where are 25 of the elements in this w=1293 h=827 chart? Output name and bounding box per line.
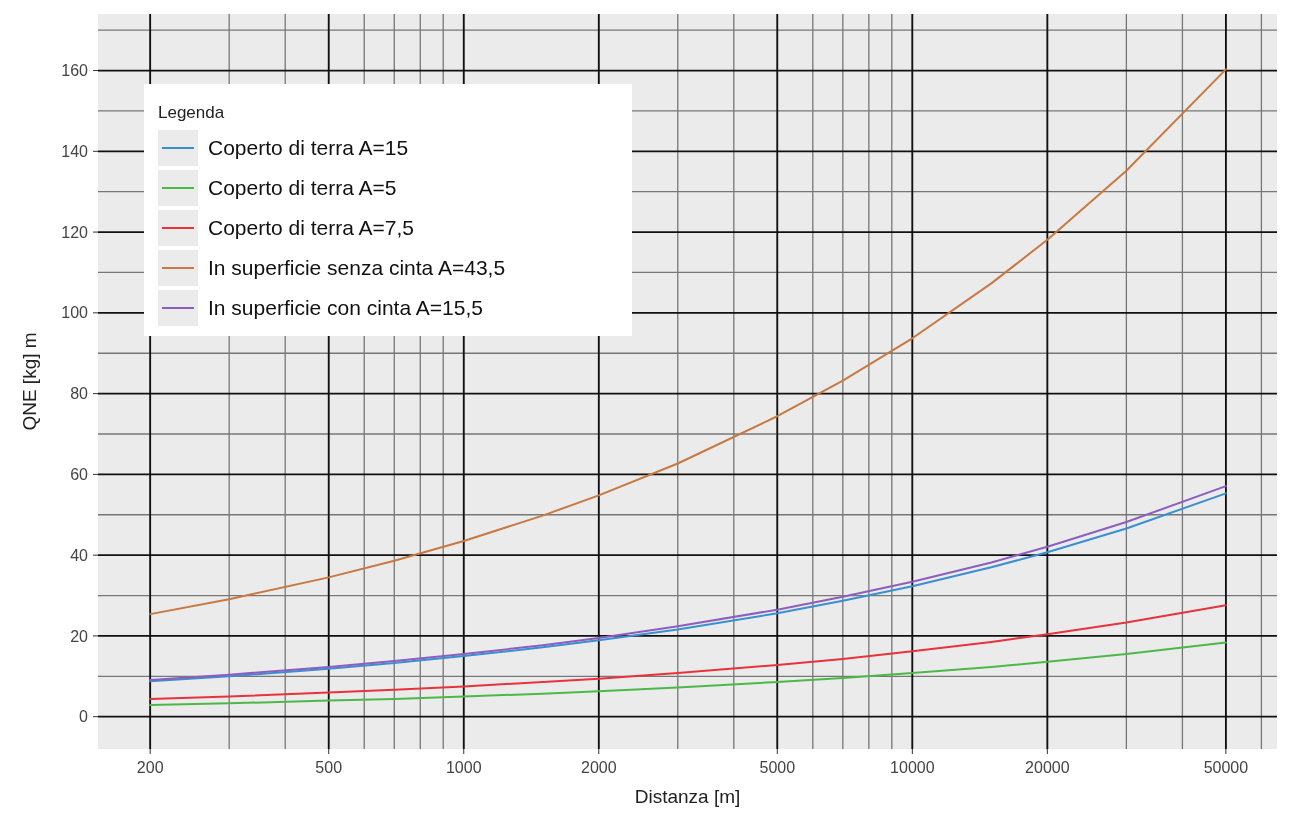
y-tick-label: 40 bbox=[70, 546, 89, 564]
x-tick-label: 5000 bbox=[759, 759, 796, 776]
legend-title: Legenda bbox=[158, 103, 225, 122]
y-tick-label: 0 bbox=[79, 708, 89, 726]
y-tick-label: 160 bbox=[61, 62, 89, 80]
x-tick-label: 500 bbox=[315, 759, 343, 776]
legend-label: Coperto di terra A=15 bbox=[208, 136, 409, 160]
y-tick-label: 60 bbox=[70, 465, 89, 483]
legend-label: Coperto di terra A=5 bbox=[208, 176, 397, 200]
legend-label: In superficie senza cinta A=43,5 bbox=[208, 256, 506, 280]
x-tick-label: 10000 bbox=[890, 759, 935, 776]
x-axis-title: Distanza [m] bbox=[634, 786, 741, 807]
x-tick-label: 2000 bbox=[580, 759, 617, 776]
y-tick-label: 100 bbox=[61, 304, 89, 322]
legend-label: In superficie con cinta A=15,5 bbox=[208, 296, 483, 320]
y-tick-label: 120 bbox=[61, 223, 89, 241]
x-tick-label: 50000 bbox=[1203, 759, 1249, 776]
y-tick-label: 80 bbox=[70, 385, 89, 403]
x-tick-label: 200 bbox=[136, 759, 164, 776]
y-axis-title: QNE [kg] m bbox=[19, 332, 40, 431]
y-tick-label: 20 bbox=[70, 627, 89, 645]
x-tick-label: 1000 bbox=[445, 759, 482, 776]
x-tick-label: 20000 bbox=[1025, 759, 1070, 776]
legend-label: Coperto di terra A=7,5 bbox=[208, 216, 415, 240]
y-tick-label: 140 bbox=[61, 142, 89, 160]
